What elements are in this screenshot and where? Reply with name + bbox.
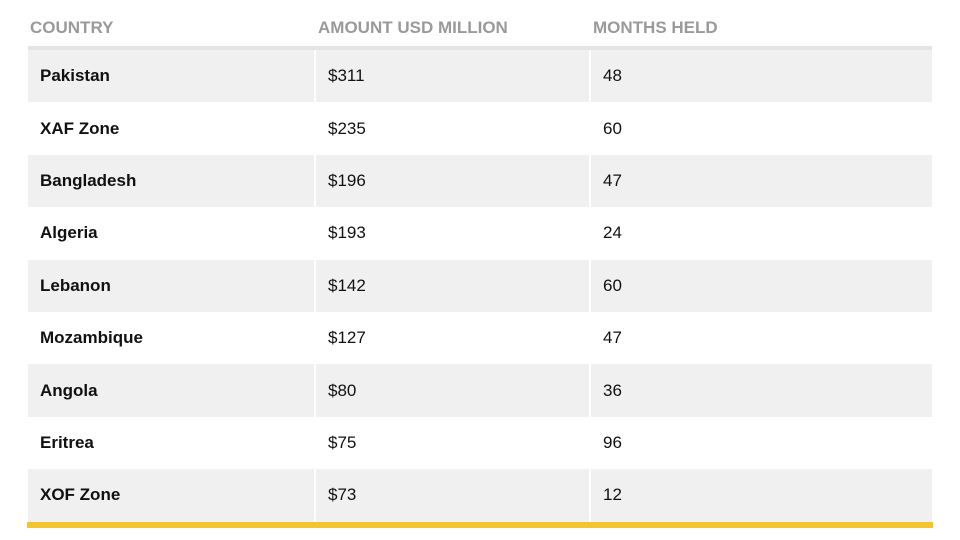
table-row: Pakistan $311 48	[28, 50, 932, 103]
country-cell: Mozambique	[28, 311, 316, 365]
country-cell: XOF Zone	[28, 469, 316, 522]
value-cell: 47	[591, 154, 932, 208]
header-row: COUNTRY AMOUNT USD MILLION MONTHS HELD	[28, 14, 932, 50]
header-cell: MONTHS HELD	[591, 14, 932, 50]
table-row: Lebanon $142 60	[28, 259, 932, 312]
value-cell: $142	[316, 259, 591, 312]
header-cell: COUNTRY	[28, 14, 316, 50]
table-header: COUNTRY AMOUNT USD MILLION MONTHS HELD	[28, 14, 932, 50]
value-cell: $127	[316, 311, 591, 365]
value-cell: 24	[603, 223, 622, 243]
value-cell: $75	[316, 416, 591, 470]
country-cell: XAF Zone	[28, 102, 316, 155]
table-row: Mozambique $127 47	[28, 311, 932, 365]
value-cell: $196	[316, 154, 591, 208]
value-cell: 12	[591, 469, 932, 522]
value-cell: $193	[316, 207, 591, 260]
country-cell: Angola	[28, 364, 316, 417]
value-cell: 96	[603, 432, 622, 452]
table-container: COUNTRY AMOUNT USD MILLION MONTHS HELD P…	[27, 14, 933, 528]
value-cell: 60	[603, 118, 622, 138]
header-cell: AMOUNT USD MILLION	[316, 14, 591, 50]
value-cell: $73	[316, 469, 591, 522]
country-cell: Pakistan	[28, 50, 316, 103]
table-row: Algeria $193 24	[28, 207, 932, 260]
country-cell: Lebanon	[28, 259, 316, 312]
table-row: Eritrea $75 96	[28, 416, 932, 470]
bottom-rule	[27, 521, 933, 528]
value-cell: 48	[591, 50, 932, 103]
value-cell: $311	[316, 50, 591, 103]
country-cell: Bangladesh	[28, 154, 316, 208]
table-row: Bangladesh $196 47	[28, 154, 932, 208]
data-table: COUNTRY AMOUNT USD MILLION MONTHS HELD P…	[28, 14, 932, 522]
table-row: Angola $80 36	[28, 364, 932, 417]
value-cell: 47	[603, 328, 622, 348]
value-cell: $235	[316, 102, 591, 155]
country-cell: Eritrea	[28, 416, 316, 470]
value-cell: $80	[316, 364, 591, 417]
table-row: XAF Zone $235 60	[28, 102, 932, 155]
table-body: Pakistan $311 48 XAF Zone $235 60 Bangladesh $1…	[28, 50, 932, 522]
country-cell: Algeria	[28, 207, 316, 260]
value-cell: 60	[591, 259, 932, 312]
value-cell: 36	[591, 364, 932, 417]
table-row: XOF Zone $73 12	[28, 469, 932, 522]
